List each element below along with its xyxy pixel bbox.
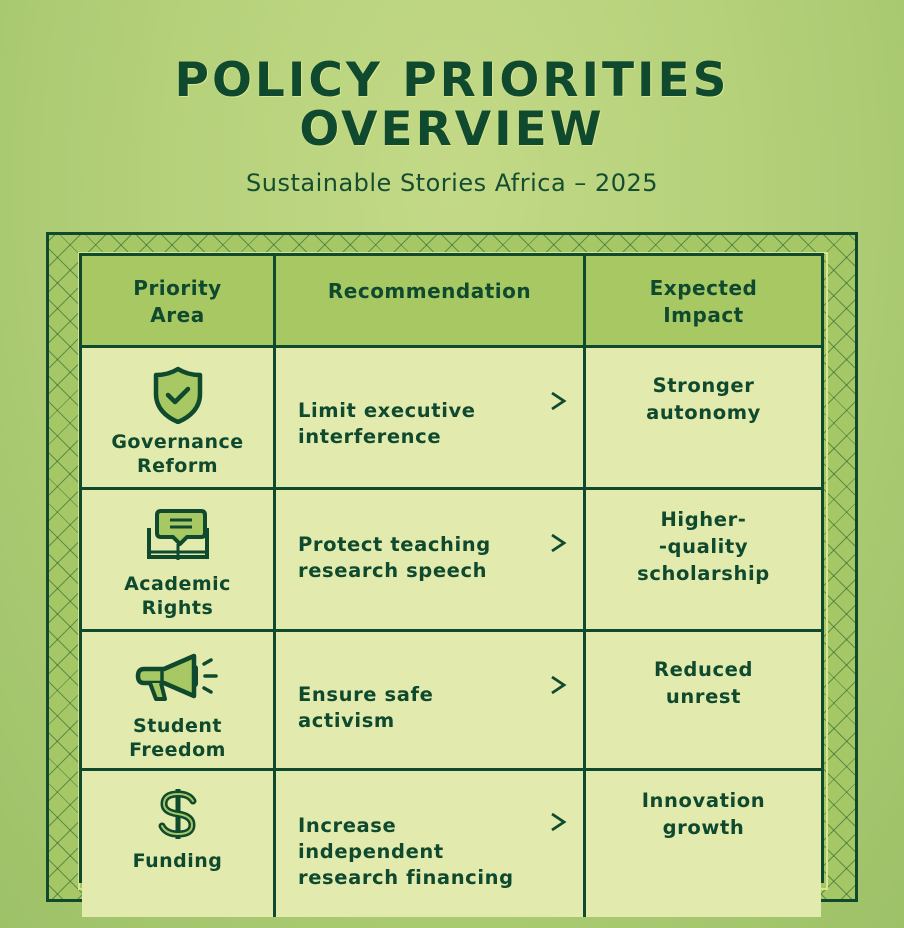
table-row-funding-recommendation: Increase independent research financing xyxy=(276,771,586,917)
title-line-2: OVERVIEW xyxy=(299,102,605,157)
area-label: Student Freedom xyxy=(129,715,226,761)
chevron-right-icon xyxy=(551,533,567,553)
table-row-funding-area: Funding xyxy=(82,771,276,917)
table-row-governance-recommendation: Limit executive interference xyxy=(276,348,586,490)
page-title: POLICY PRIORITIES OVERVIEW xyxy=(0,56,904,154)
table-row-student-impact: Reduced unrest xyxy=(586,632,821,771)
area-label: Governance Reform xyxy=(111,431,244,477)
column-header-recommendation: Recommendation xyxy=(276,256,586,348)
table-row-governance-area: Governance Reform xyxy=(82,348,276,490)
recommendation-text: Limit executive interference xyxy=(298,399,476,448)
table-row-funding-impact: Innovation growth xyxy=(586,771,821,917)
shield-check-icon xyxy=(152,366,204,424)
subtitle: Sustainable Stories Africa – 2025 xyxy=(246,169,658,197)
table-row-academic-recommendation: Protect teaching research speech xyxy=(276,490,586,632)
table-row-student-area: Student Freedom xyxy=(82,632,276,771)
table-row-student-recommendation: Ensure safe activism xyxy=(276,632,586,771)
policy-table: Priority Area Recommendation Expected Im… xyxy=(79,253,824,917)
recommendation-text: Protect teaching research speech xyxy=(298,533,491,582)
chevron-right-icon xyxy=(551,675,567,695)
table-row-academic-impact: Higher- -quality scholarship xyxy=(586,490,821,632)
area-label: Funding xyxy=(132,850,223,872)
book-speech-bubble-icon xyxy=(143,508,213,566)
column-header-priority-area: Priority Area xyxy=(82,256,276,348)
dollar-sign-icon xyxy=(153,785,203,843)
megaphone-icon xyxy=(132,650,224,708)
chevron-right-icon xyxy=(551,391,567,411)
recommendation-text: Ensure safe activism xyxy=(298,683,434,732)
title-line-1: POLICY PRIORITIES xyxy=(174,53,730,108)
table-row-academic-area: Academic Rights xyxy=(82,490,276,632)
table-row-governance-impact: Stronger autonomy xyxy=(586,348,821,490)
column-header-expected-impact: Expected Impact xyxy=(586,256,821,348)
chevron-right-icon xyxy=(551,812,567,832)
recommendation-text: Increase independent research financing xyxy=(298,814,514,889)
area-label: Academic Rights xyxy=(124,573,231,619)
